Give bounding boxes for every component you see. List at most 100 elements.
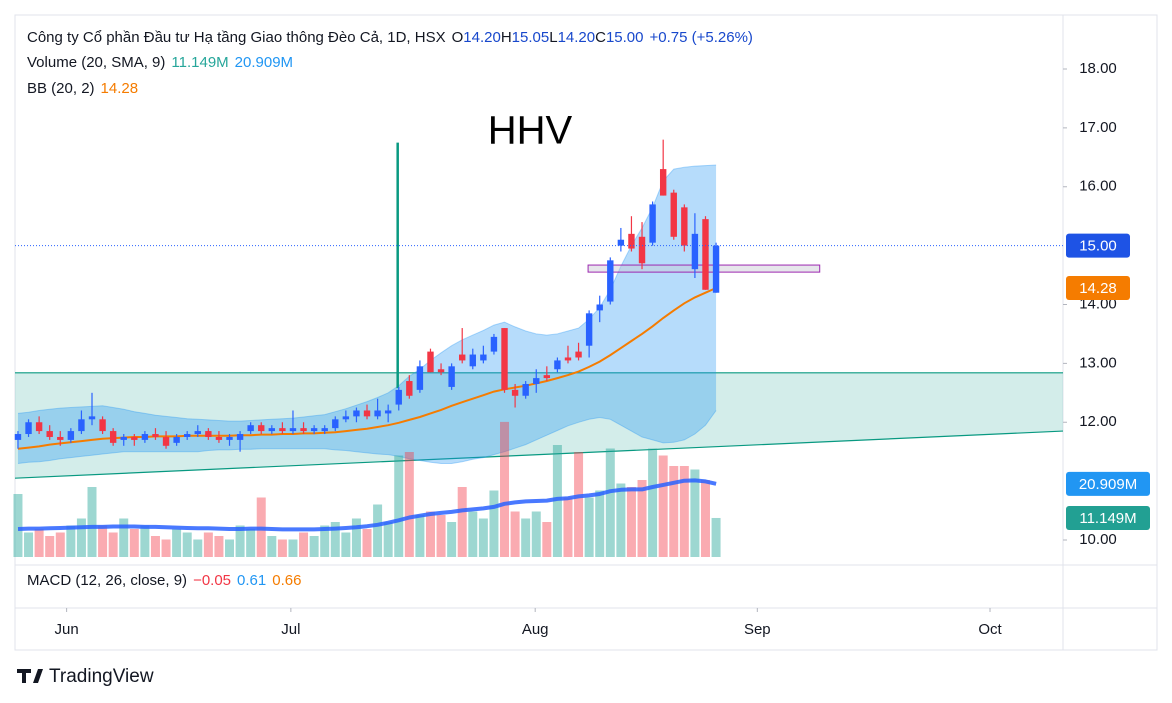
volume-bar xyxy=(45,536,55,557)
candle-body xyxy=(194,431,201,435)
candle-body xyxy=(25,422,32,435)
x-tick-label: Oct xyxy=(978,621,1002,638)
candle-body xyxy=(596,304,603,311)
candle-body xyxy=(332,419,339,429)
candle-body xyxy=(321,428,328,432)
volume-bar xyxy=(299,532,309,557)
candle-body xyxy=(342,416,350,420)
candle-body xyxy=(226,436,233,440)
candle-body xyxy=(448,366,455,387)
axis-box xyxy=(1066,276,1130,301)
y-tick-label: 16.00 xyxy=(1079,178,1117,195)
macd-signal: 0.61 xyxy=(237,572,267,589)
candle-body xyxy=(88,416,96,420)
candle-body xyxy=(141,434,149,440)
candle-body xyxy=(99,419,106,432)
candle-body xyxy=(131,436,138,440)
plot xyxy=(13,139,1064,557)
volume-bar xyxy=(150,536,160,557)
ohlc-item: L14.20 xyxy=(549,29,595,46)
candle-body xyxy=(152,434,159,437)
axis-box-label: 20.909M xyxy=(1079,476,1137,493)
ohlc: O14.20H15.05L14.20C15.00 xyxy=(452,29,644,46)
axis-box-label: 14.28 xyxy=(1079,280,1117,297)
ohlc-value: 15.00 xyxy=(605,29,644,46)
volume-bar xyxy=(108,532,118,557)
legend-main: Công ty Cổ phần Đầu tư Hạ tầng Giao thôn… xyxy=(27,29,753,46)
volume-bar xyxy=(531,511,541,557)
volume-bar xyxy=(373,504,383,557)
candle-body xyxy=(638,236,646,264)
legend-macd: MACD (12, 26, close, 9) −0.05 0.61 0.66 xyxy=(27,572,301,589)
axis-box xyxy=(1066,233,1130,258)
volume-bar xyxy=(309,536,319,557)
candle-body xyxy=(427,351,434,373)
macd-hist: 0.66 xyxy=(272,572,302,589)
volume-bar xyxy=(690,469,700,557)
volume-bar xyxy=(500,421,510,557)
volume-bar xyxy=(140,525,150,557)
volume-bar xyxy=(330,522,340,557)
volume-bar xyxy=(13,494,23,557)
volume-bar xyxy=(478,518,488,557)
volume-bar xyxy=(415,515,425,557)
y-tick-label: 13.00 xyxy=(1079,354,1117,371)
volume-bar xyxy=(193,539,203,557)
ohlc-label: C xyxy=(595,29,606,46)
volume-sma-value: 20.909M xyxy=(234,54,294,71)
candle-body xyxy=(490,336,498,352)
bb-lower xyxy=(17,410,717,464)
candle-body xyxy=(279,428,286,432)
candle-body xyxy=(585,313,593,346)
axis-box-label: 11.149M xyxy=(1079,510,1136,527)
ohlc-label: L xyxy=(549,29,558,46)
volume-bar xyxy=(669,466,679,557)
candle-body xyxy=(162,436,170,446)
annotation: HHV xyxy=(488,109,573,153)
candle-body xyxy=(617,239,625,246)
y-tick-label: 17.00 xyxy=(1079,119,1117,136)
volume-bar xyxy=(605,448,615,557)
volume-bar xyxy=(457,487,467,557)
candle-body xyxy=(363,410,371,417)
candle-body xyxy=(109,431,117,443)
candle-body xyxy=(120,436,127,440)
candle-body xyxy=(522,383,529,396)
candle-body xyxy=(384,410,392,414)
change: +0.75 (+5.26%) xyxy=(649,29,753,46)
bb-title: BB (20, 2) xyxy=(27,80,95,97)
candle-body xyxy=(702,219,709,290)
volume-title: Volume (20, SMA, 9) xyxy=(27,54,166,71)
candle-body xyxy=(310,428,318,432)
volume-bar xyxy=(235,525,245,557)
candle-body xyxy=(374,410,381,417)
y-tick-label: 12.00 xyxy=(1079,413,1117,430)
volume-bar xyxy=(700,480,710,557)
volume-bar xyxy=(246,529,256,557)
ohlc-label: H xyxy=(500,29,512,46)
x-tick-label: Aug xyxy=(522,621,549,638)
y-tick-label: 18.00 xyxy=(1079,60,1117,77)
volume-bar xyxy=(447,522,457,557)
ohlc-item: C15.00 xyxy=(595,29,643,46)
volume-bar xyxy=(288,539,298,557)
volume-bar xyxy=(404,452,414,557)
volume-bar xyxy=(320,525,330,557)
volume-bar xyxy=(679,466,689,557)
volume-bar xyxy=(616,483,626,557)
volume-bar xyxy=(425,511,435,557)
candle-body xyxy=(57,436,64,440)
candle-body xyxy=(215,436,223,440)
candle-body xyxy=(268,428,276,432)
logo-icon xyxy=(17,669,43,683)
axis-box xyxy=(1066,471,1150,496)
candle-body xyxy=(649,204,656,243)
volume-bar xyxy=(637,480,647,557)
volume-bar xyxy=(563,497,573,557)
candle-body xyxy=(395,389,402,405)
volume-bar xyxy=(468,511,478,557)
zone-fill xyxy=(15,372,1063,479)
candle-body xyxy=(416,366,424,390)
volume-bar xyxy=(225,539,235,557)
